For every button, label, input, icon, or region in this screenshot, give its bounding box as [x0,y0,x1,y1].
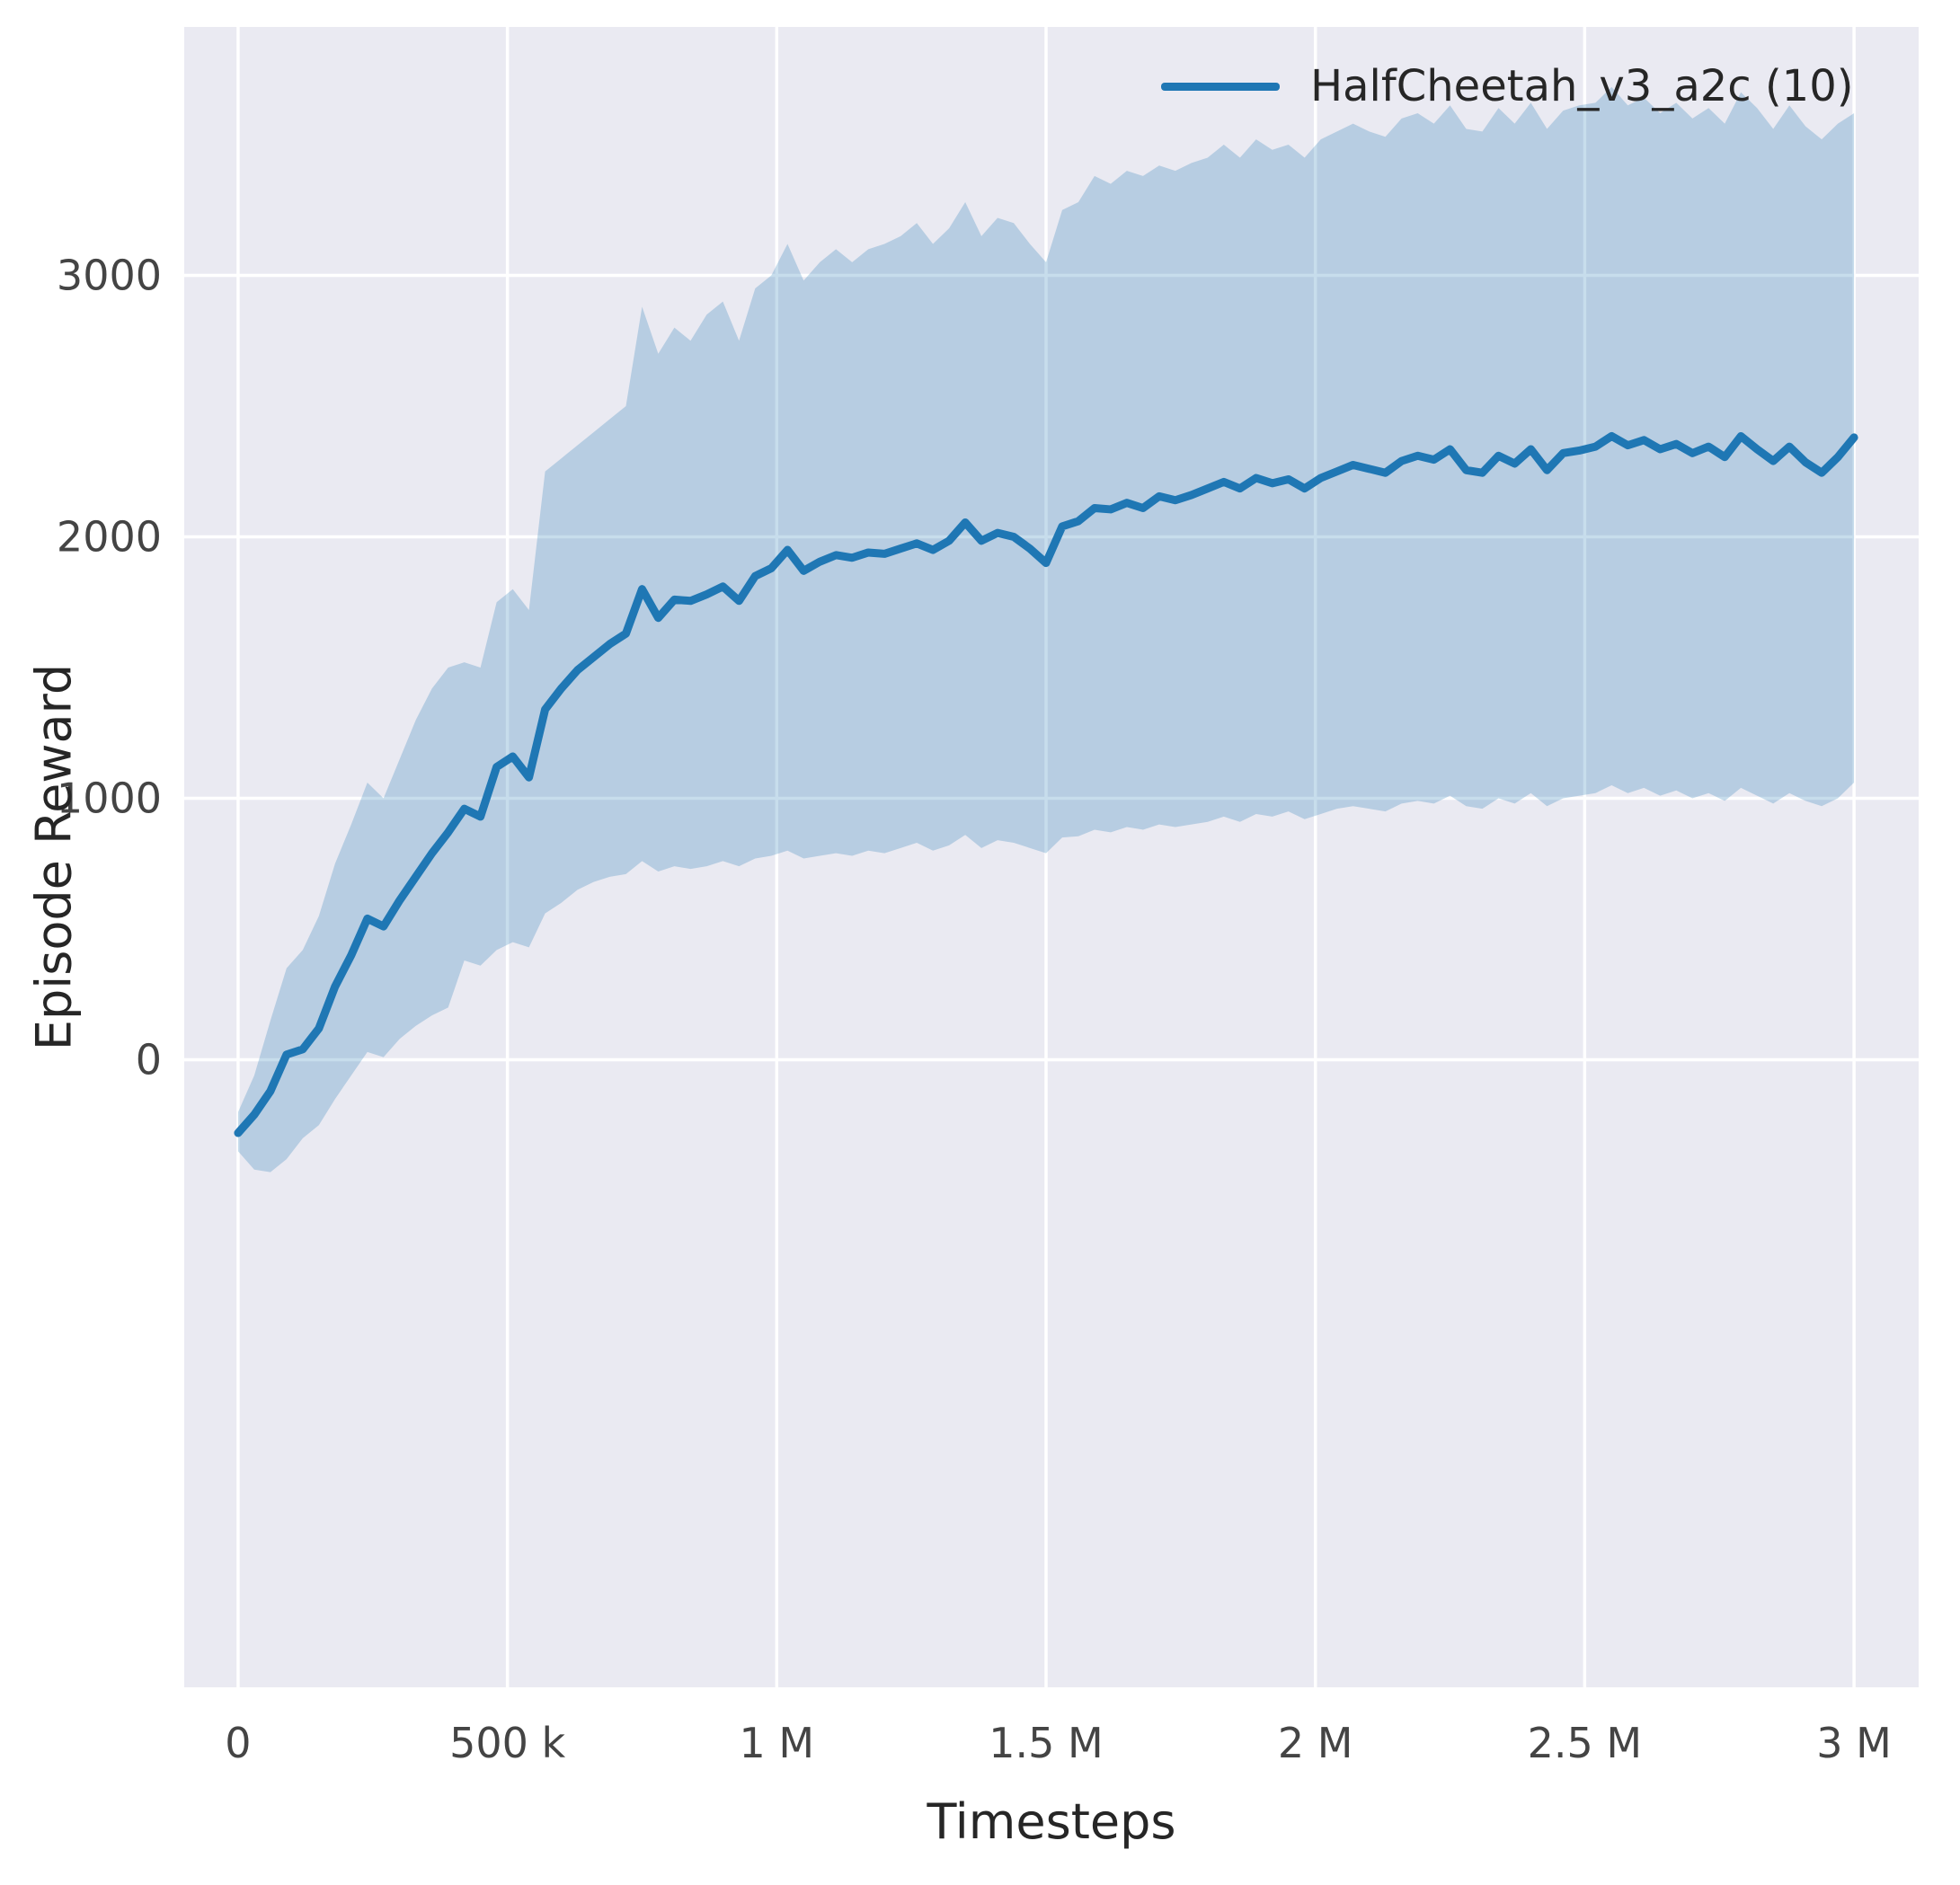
x-tick-label: 1 M [740,1719,815,1767]
y-tick-label: 3000 [57,251,162,299]
legend-line-swatch [1161,82,1280,91]
x-tick-label: 2 M [1278,1719,1353,1767]
x-tick-label: 500 k [449,1719,565,1767]
x-tick-label: 3 M [1816,1719,1892,1767]
x-axis-label: Timesteps [927,1793,1176,1850]
mean-line [234,431,1858,1137]
plot-background [184,27,1919,1687]
legend: HalfCheetah_v3_a2c (10) [1161,61,1853,111]
y-tick-label: 2000 [57,512,162,561]
x-tick-label: 1.5 M [989,1719,1103,1767]
y-axis-label: Episode Reward [25,663,83,1051]
legend-label: HalfCheetah_v3_a2c (10) [1310,61,1854,111]
y-tick-label: 1000 [57,774,162,823]
x-tick-label: 0 [225,1719,251,1767]
x-tick-label: 2.5 M [1528,1719,1642,1767]
y-tick-label: 0 [136,1036,162,1084]
confidence-band [237,86,1855,1173]
